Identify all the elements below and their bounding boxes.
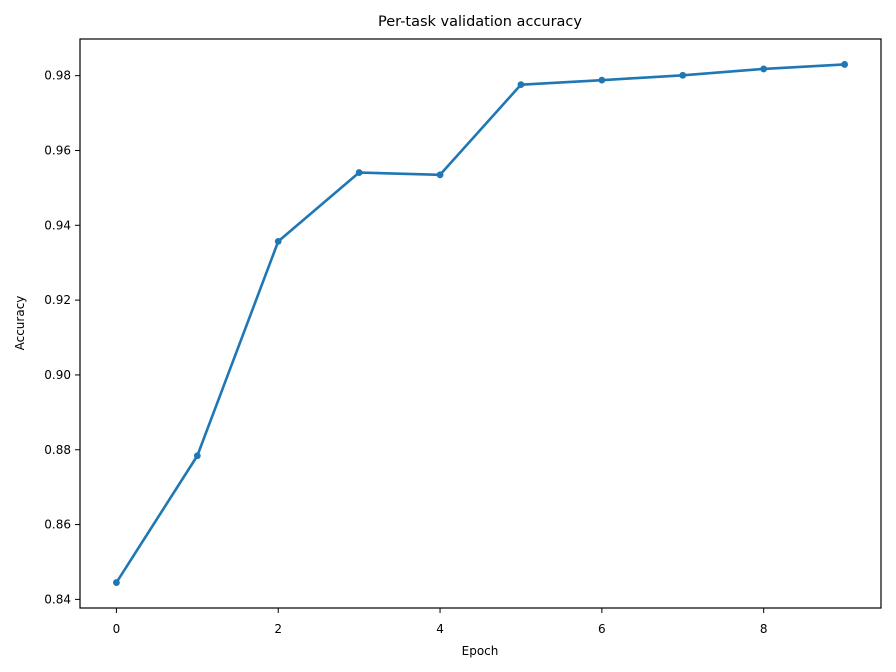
y-tick-label: 0.84 <box>44 592 71 606</box>
data-point <box>841 61 848 68</box>
x-axis-ticks: 0 2 4 6 8 <box>113 608 768 636</box>
x-tick-label: 4 <box>436 622 444 636</box>
data-point <box>113 579 120 586</box>
y-tick-label: 0.94 <box>44 218 71 232</box>
data-point <box>517 81 525 89</box>
y-tick-label: 0.96 <box>44 143 71 157</box>
y-tick-label: 0.98 <box>44 69 71 83</box>
y-tick-label: 0.92 <box>44 293 71 307</box>
x-tick-label: 8 <box>760 622 768 636</box>
data-point <box>436 171 444 179</box>
y-tick-label: 0.88 <box>44 443 71 457</box>
x-tick-label: 6 <box>598 622 606 636</box>
y-axis-label: Accuracy <box>13 296 27 351</box>
x-tick-label: 0 <box>113 622 121 636</box>
data-point <box>355 169 363 176</box>
data-point <box>598 76 606 84</box>
plot-area-frame <box>79 38 882 609</box>
y-tick-label: 0.86 <box>44 518 71 532</box>
data-point <box>274 237 282 245</box>
y-axis-ticks: 0.84 0.86 0.88 0.90 0.92 0.94 0.96 0.98 <box>44 69 80 606</box>
data-point <box>193 452 201 460</box>
x-axis-label: Epoch <box>462 644 499 658</box>
data-point <box>679 71 687 79</box>
series-line <box>115 63 846 584</box>
series-layer <box>113 61 848 586</box>
x-tick-label: 2 <box>274 622 282 636</box>
data-point <box>760 65 768 73</box>
y-tick-label: 0.90 <box>44 368 71 382</box>
chart-title: Per-task validation accuracy <box>378 14 582 30</box>
